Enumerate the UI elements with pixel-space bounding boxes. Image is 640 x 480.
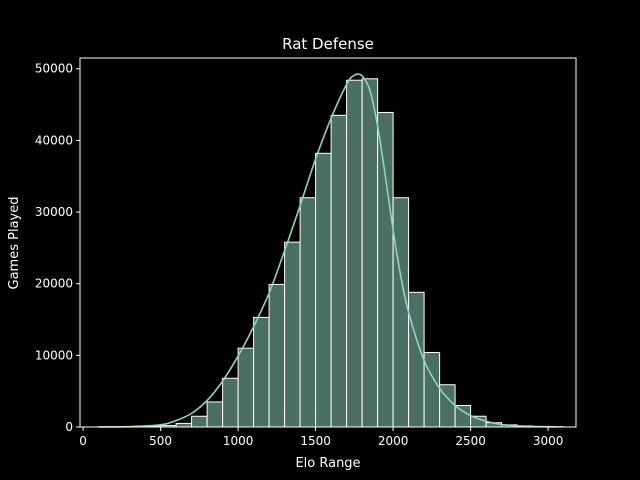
histogram-bar <box>392 197 410 428</box>
x-tick-label: 3000 <box>533 434 564 448</box>
x-axis-ticks: 0 500 1000 1500 2000 2500 3000 <box>79 427 563 448</box>
histogram-bar <box>191 415 208 428</box>
histogram-bar <box>408 291 425 428</box>
histogram-bar <box>284 241 301 428</box>
histogram-bar <box>361 78 379 428</box>
histogram-bar <box>253 316 270 428</box>
y-tick-label: 20000 <box>35 277 73 291</box>
histogram-bar <box>454 405 472 428</box>
x-tick-label: 2500 <box>455 434 486 448</box>
histogram-bar <box>470 415 487 428</box>
y-tick-label: 30000 <box>35 205 73 219</box>
x-tick-label: 2000 <box>378 434 409 448</box>
x-axis-label: Elo Range <box>295 456 360 471</box>
kde-curve <box>98 73 556 428</box>
x-tick-label: 1500 <box>300 434 331 448</box>
y-axis-ticks: 0 10000 20000 30000 40000 50000 <box>35 62 80 434</box>
histogram-bar <box>330 114 348 428</box>
y-tick-label: 50000 <box>35 62 73 76</box>
histogram-bar <box>299 197 317 428</box>
histogram-bar <box>423 351 441 428</box>
y-tick-label: 0 <box>65 420 73 434</box>
histogram-bar <box>268 283 286 428</box>
x-tick-label: 1000 <box>223 434 254 448</box>
histogram-bar <box>175 422 193 428</box>
y-tick-label: 40000 <box>35 133 73 147</box>
bars-group <box>98 78 565 428</box>
x-tick-label: 0 <box>79 434 87 448</box>
histogram-bar <box>346 79 363 428</box>
y-axis-label: Games Played <box>7 197 22 290</box>
plot-frame <box>79 57 577 428</box>
y-tick-label: 10000 <box>35 348 73 362</box>
chart-title: Rat Defense <box>282 35 374 53</box>
histogram-bar <box>206 401 224 428</box>
histogram-bar <box>377 111 394 428</box>
histogram-bar <box>237 347 255 428</box>
x-tick-label: 500 <box>149 434 172 448</box>
histogram-bar <box>315 152 332 428</box>
histogram-bar <box>222 377 239 428</box>
